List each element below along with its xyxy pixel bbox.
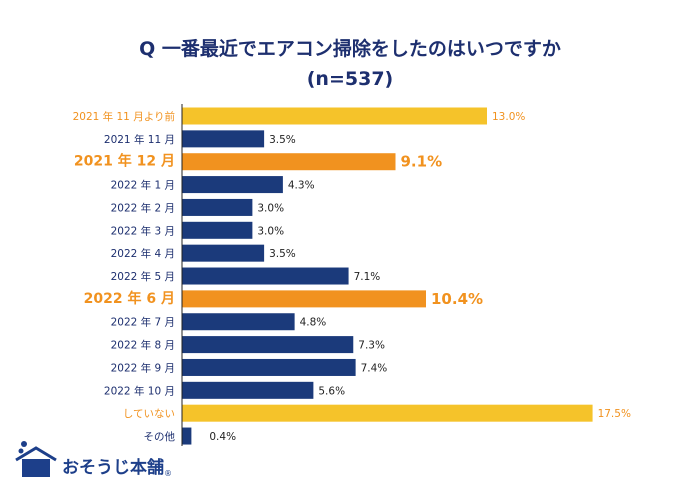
category-label: 2022 年 1 月 xyxy=(111,179,175,192)
logo: おそうじ本舗 ® xyxy=(14,440,172,478)
chart-title: Q 一番最近でエアコン掃除をしたのはいつですか xyxy=(139,38,561,60)
data-label: 3.5% xyxy=(269,134,296,146)
bar xyxy=(182,221,253,239)
data-label: 13.0% xyxy=(492,111,525,123)
data-label: 3.0% xyxy=(257,202,284,214)
bar xyxy=(182,153,396,171)
data-label: 5.6% xyxy=(318,385,345,397)
category-label: していない xyxy=(123,408,175,420)
category-label: 2022 年 10 月 xyxy=(104,384,175,397)
category-label: 2021 年 11 月より前 xyxy=(73,110,175,123)
house-logo-icon xyxy=(15,441,57,477)
data-label: 3.5% xyxy=(269,248,296,260)
bar xyxy=(182,336,354,354)
bar xyxy=(182,267,349,285)
bar xyxy=(182,381,314,399)
category-label: 2022 年 7 月 xyxy=(111,316,175,329)
bar xyxy=(182,130,265,148)
bar xyxy=(182,198,253,216)
data-label: 7.3% xyxy=(358,340,385,352)
bar xyxy=(182,244,265,262)
data-label: 3.0% xyxy=(257,225,284,237)
bar xyxy=(182,107,487,125)
bar xyxy=(182,404,593,422)
logo-text: おそうじ本舗 xyxy=(62,458,164,478)
category-label: 2022 年 5 月 xyxy=(111,270,175,283)
bar xyxy=(182,313,295,331)
chart-subtitle: (n=537) xyxy=(306,68,394,90)
category-label: その他 xyxy=(144,430,176,443)
bar xyxy=(182,176,283,194)
category-label: 2022 年 4 月 xyxy=(111,247,175,260)
data-label: 10.4% xyxy=(431,290,483,308)
category-label: 2021 年 12 月 xyxy=(74,153,175,170)
category-label: 2022 年 9 月 xyxy=(111,361,175,374)
data-label: 4.8% xyxy=(300,317,327,329)
data-label: 17.5% xyxy=(598,408,631,420)
bar xyxy=(182,358,356,376)
category-label: 2022 年 8 月 xyxy=(111,339,175,352)
category-label: 2022 年 2 月 xyxy=(111,201,175,214)
data-label: 7.1% xyxy=(354,271,381,283)
registered-mark: ® xyxy=(164,469,172,478)
category-label: 2022 年 6 月 xyxy=(84,290,175,307)
data-label: 0.4% xyxy=(209,431,236,443)
data-label: 4.3% xyxy=(288,180,315,192)
category-label: 2021 年 11 月 xyxy=(104,133,175,146)
category-label: 2022 年 3 月 xyxy=(111,224,175,237)
bar xyxy=(182,290,426,308)
bar xyxy=(182,427,192,445)
data-label: 7.4% xyxy=(361,362,388,374)
data-label: 9.1% xyxy=(401,153,443,171)
